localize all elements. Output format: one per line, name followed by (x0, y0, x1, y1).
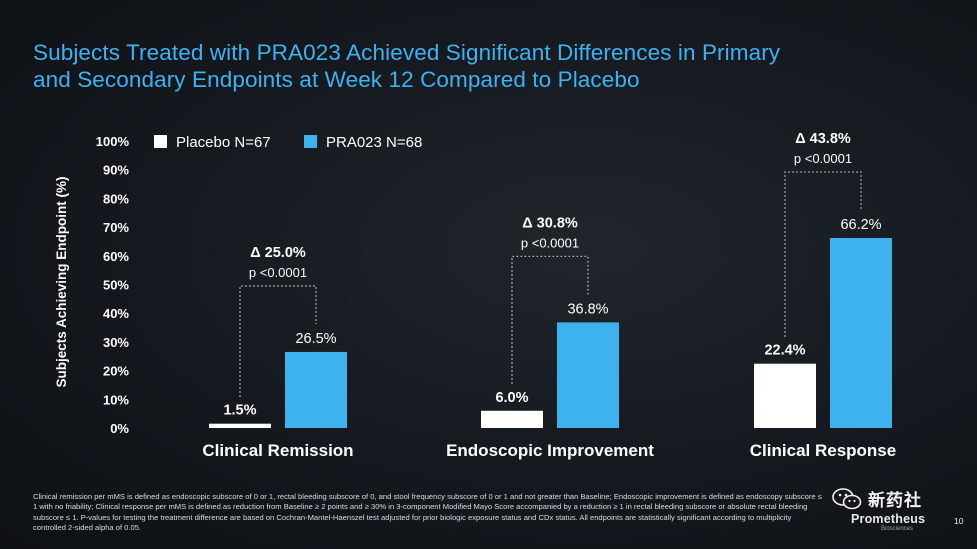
y-tick-label: 30% (103, 335, 129, 350)
delta-symbol: Δ (795, 131, 805, 147)
watermark: 新药社 (832, 486, 922, 511)
delta-label: Δ 30.8% (522, 215, 578, 231)
y-tick-label: 50% (103, 278, 129, 293)
bar-pra023 (557, 322, 619, 428)
legend-label: Placebo N=67 (176, 134, 271, 151)
bars: 1.5% 26.5% 6.0% 36.8% 22.4% 66.2% (209, 217, 892, 428)
logo-name: Prometheus (851, 512, 926, 526)
p-value-label: p <0.0001 (521, 235, 579, 250)
delta-value: 30.8% (537, 215, 578, 231)
x-axis-labels: Clinical Remission Endoscopic Improvement… (202, 441, 896, 460)
y-tick-label: 100% (96, 134, 130, 149)
delta-symbol: Δ (522, 215, 532, 231)
category-label: Clinical Response (750, 441, 896, 460)
y-tick-label: 80% (103, 191, 129, 206)
delta-value: 25.0% (265, 245, 306, 261)
bar-value-label: 6.0% (495, 390, 528, 406)
bar-placebo (754, 363, 816, 428)
y-axis: 0% 10% 20% 30% 40% 50% 60% 70% 80% 90% 100% (96, 134, 130, 436)
bar-placebo (481, 410, 543, 428)
significance-bracket (239, 285, 317, 397)
p-value-label: p <0.0001 (794, 151, 852, 166)
category-label: Clinical Remission (202, 441, 353, 460)
bar-value-label: 1.5% (223, 403, 256, 419)
significance-bracket (511, 255, 589, 384)
p-value-label: p <0.0001 (249, 265, 307, 280)
bar-value-label: 36.8% (567, 301, 608, 317)
y-tick-label: 10% (103, 392, 129, 407)
y-tick-label: 60% (103, 249, 129, 264)
bar-value-label: 66.2% (840, 217, 881, 233)
wechat-icon (832, 487, 862, 509)
slide-title-line-2: and Secondary Endpoints at Week 12 Compa… (33, 67, 640, 92)
bar-pra023 (830, 238, 892, 428)
legend: Placebo N=67 PRA023 N=68 (154, 134, 422, 151)
y-axis-label: Subjects Achieving Endpoint (%) (54, 176, 69, 387)
significance-annotations: Δ 25.0% p <0.0001 Δ 30.8% p <0.0001 Δ 43.8% p… (239, 131, 862, 397)
category-label: Endoscopic Improvement (446, 441, 654, 460)
bar-value-label: 22.4% (764, 343, 805, 359)
y-tick-label: 0% (110, 421, 129, 436)
delta-symbol: Δ (250, 245, 260, 261)
page-number: 10 (954, 516, 964, 526)
footnote: Clinical remission per mMS is defined as… (33, 492, 822, 533)
delta-value: 43.8% (810, 131, 851, 147)
slide-title-line-1: Subjects Treated with PRA023 Achieved Si… (33, 40, 781, 65)
y-tick-label: 40% (103, 306, 129, 321)
slide-title: Subjects Treated with PRA023 Achieved Si… (33, 39, 953, 93)
legend-swatch-pra023 (304, 135, 317, 148)
legend-label: PRA023 N=68 (326, 134, 422, 151)
delta-label: Δ 43.8% (795, 131, 851, 147)
bar-pra023 (285, 351, 347, 428)
bar-value-label: 26.5% (295, 331, 336, 347)
legend-swatch-placebo (154, 135, 167, 148)
bar-placebo (209, 423, 271, 428)
y-tick-label: 90% (103, 163, 129, 178)
watermark-text: 新药社 (868, 491, 922, 510)
delta-label: Δ 25.0% (250, 245, 306, 261)
y-tick-label: 20% (103, 364, 129, 379)
company-logo: Prometheus Biosciences (851, 512, 941, 532)
logo-subtitle: Biosciences (881, 526, 914, 532)
y-tick-label: 70% (103, 220, 129, 235)
